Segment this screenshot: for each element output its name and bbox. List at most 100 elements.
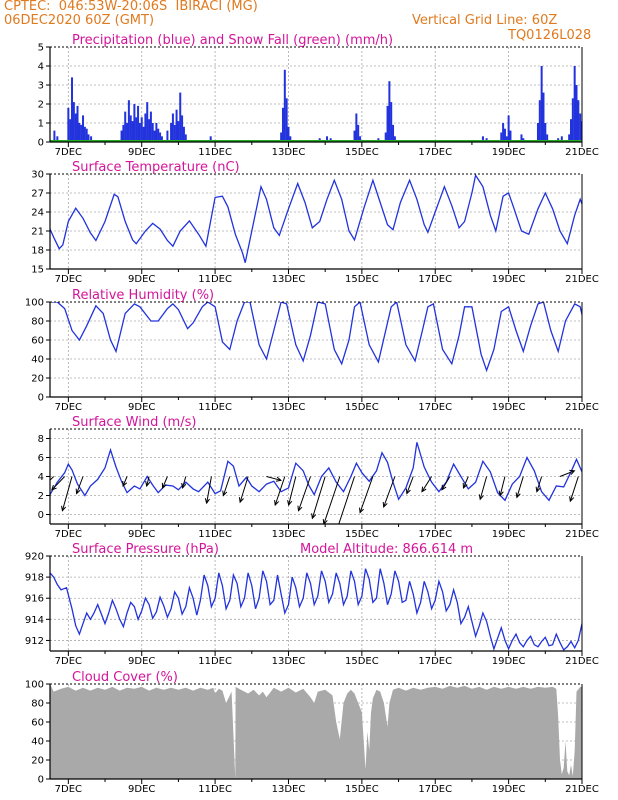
wind-arrowhead [498, 490, 504, 497]
y-tick-label: 18 [31, 246, 44, 257]
wind-vector [441, 476, 451, 491]
precip-bar [538, 100, 541, 142]
precip-bar [503, 128, 506, 142]
y-tick-label: 0 [38, 775, 44, 786]
header-station: CPTEC: 046:53W-20:06S IBIRACI (MG) [4, 0, 258, 14]
wind-vector [274, 476, 286, 506]
precip-bar [357, 124, 360, 142]
wind-arrowhead [535, 486, 541, 493]
precip-bar [502, 123, 505, 142]
precip-bar [56, 136, 59, 142]
wind-arrowhead [275, 476, 282, 482]
precip-bar [392, 124, 395, 142]
series-line [50, 302, 582, 373]
precip-bar [137, 105, 140, 142]
x-tick-label: 17DEC [418, 784, 452, 795]
precip-bar [126, 123, 129, 142]
wind-arrowhead [359, 507, 364, 514]
x-tick-label: 19DEC [492, 402, 526, 413]
wind-arrowhead [322, 518, 328, 524]
panel-annotation: Model Altitude: 866.614 m [300, 542, 473, 557]
y-tick-label: 24 [31, 208, 44, 219]
wind-arrowhead [181, 482, 187, 490]
wind-vector [516, 476, 524, 498]
x-tick-label: 9DEC [128, 402, 155, 413]
wind-vector [499, 476, 506, 496]
wind-vector [162, 476, 168, 489]
wind-vector [311, 476, 326, 519]
precip-bar [481, 136, 484, 142]
precip-bar [74, 113, 77, 142]
wind-vector [146, 476, 150, 487]
x-tick-label: 19DEC [492, 274, 526, 285]
panel-data [50, 442, 582, 524]
wind-vector [421, 476, 432, 492]
precip-bar [69, 119, 72, 142]
precip-bar [390, 102, 393, 142]
y-tick-label: 4 [38, 472, 44, 483]
precip-bar [133, 104, 136, 142]
wind-vector [182, 476, 187, 489]
precip-bar [209, 136, 212, 142]
precip-bar [184, 134, 187, 142]
precip-bar [157, 128, 160, 142]
x-tick-label: 11DEC [198, 656, 232, 667]
precip-bar [155, 123, 158, 142]
x-tick-label: 13DEC [272, 147, 306, 158]
panel-data [50, 568, 582, 651]
y-tick-label: 60 [31, 718, 44, 729]
precip-bar [173, 124, 176, 142]
wind-arrowhead [75, 488, 81, 495]
precip-bar [124, 111, 127, 142]
x-tick-label: 13DEC [272, 529, 306, 540]
x-tick-label: 9DEC [128, 656, 155, 667]
panel-title: Cloud Cover (%) [72, 670, 178, 685]
wind-vector [479, 476, 488, 500]
precip-bar [127, 100, 130, 142]
x-tick-label: 17DEC [418, 656, 452, 667]
y-tick-label: 100 [25, 680, 44, 691]
x-tick-label: 9DEC [128, 784, 155, 795]
precip-bar [87, 134, 90, 142]
precip-bar [536, 123, 539, 142]
wind-vector [536, 476, 543, 492]
precip-bar [149, 111, 152, 142]
precip-bar [281, 107, 284, 142]
x-tick-label: 11DEC [198, 274, 232, 285]
precip-bar [573, 66, 576, 142]
wind-arrowhead [274, 499, 280, 507]
precip-bar [283, 69, 286, 142]
y-tick-label: 916 [25, 594, 44, 605]
precip-bar [148, 119, 151, 142]
precip-bar [569, 119, 572, 142]
x-tick-label: 15DEC [345, 402, 379, 413]
y-tick-label: 40 [31, 737, 44, 748]
x-tick-label: 11DEC [198, 147, 232, 158]
x-tick-label: 21DEC [565, 656, 599, 667]
x-tick-label: 19DEC [492, 784, 526, 795]
precip-bar [83, 126, 86, 142]
precip-bar [140, 117, 143, 142]
x-tick-label: 17DEC [418, 274, 452, 285]
precip-bar [142, 126, 145, 142]
series-line [50, 568, 582, 651]
header-code: TQ0126L028 [508, 28, 592, 43]
wind-vector [359, 476, 374, 513]
wind-vector [51, 476, 66, 491]
precip-bar [353, 130, 356, 142]
x-tick-label: 11DEC [198, 529, 232, 540]
x-tick-label: 7DEC [55, 402, 82, 413]
precip-bar [170, 123, 173, 142]
y-tick-label: 80 [31, 317, 44, 328]
precip-bar [72, 102, 75, 142]
wind-arrowhead [122, 480, 128, 488]
panel-title: Surface Pressure (hPa) [72, 542, 219, 557]
wind-arrowhead [161, 482, 167, 489]
precip-bar [171, 113, 174, 142]
wind-vector [266, 476, 281, 481]
precip-bar [151, 123, 154, 142]
precip-bar [120, 130, 123, 142]
y-tick-label: 21 [31, 227, 44, 238]
precip-bar [144, 113, 147, 142]
wind-arrowhead [287, 500, 293, 507]
